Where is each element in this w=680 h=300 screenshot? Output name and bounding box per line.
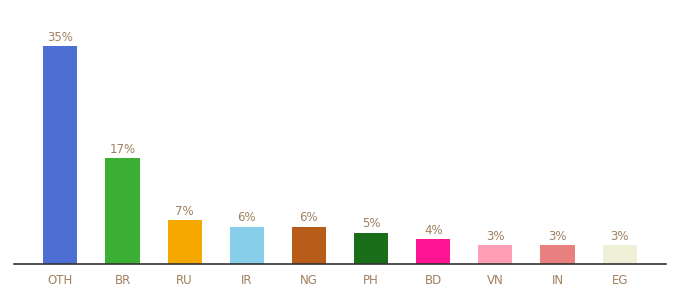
Bar xyxy=(230,227,264,264)
Text: 35%: 35% xyxy=(48,31,73,44)
Text: 3%: 3% xyxy=(486,230,505,243)
Bar xyxy=(416,239,450,264)
Bar xyxy=(478,245,513,264)
Text: 7%: 7% xyxy=(175,205,194,218)
Bar xyxy=(602,245,636,264)
Text: 3%: 3% xyxy=(548,230,566,243)
Bar xyxy=(292,227,326,264)
Text: 5%: 5% xyxy=(362,218,380,230)
Bar xyxy=(354,233,388,264)
Bar xyxy=(105,158,139,264)
Text: 4%: 4% xyxy=(424,224,443,237)
Bar xyxy=(541,245,575,264)
Bar xyxy=(44,46,78,264)
Text: 6%: 6% xyxy=(300,211,318,224)
Bar xyxy=(167,220,202,264)
Text: 17%: 17% xyxy=(109,143,135,156)
Text: 3%: 3% xyxy=(611,230,629,243)
Text: 6%: 6% xyxy=(237,211,256,224)
